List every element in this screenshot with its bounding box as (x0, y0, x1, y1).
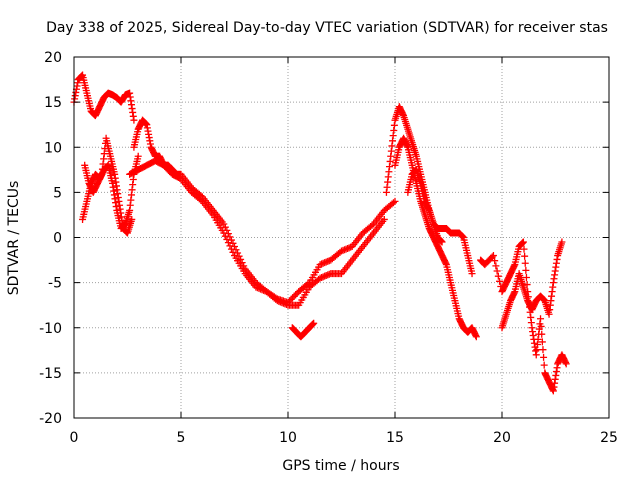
data-point (284, 298, 292, 306)
y-tick-label: -10 (39, 321, 62, 337)
data-point (519, 238, 527, 246)
x-tick-label: 10 (279, 430, 297, 446)
data-point (304, 280, 312, 288)
y-tick-label: 10 (44, 140, 62, 156)
data-point (220, 220, 228, 228)
data-point (128, 215, 136, 223)
chart-title: Day 338 of 2025, Sidereal Day-to-day VTE… (46, 20, 608, 36)
x-tick-label: 0 (70, 430, 79, 446)
data-point (493, 267, 501, 275)
x-tick-label: 15 (386, 430, 404, 446)
x-axis: 0 5 10 15 20 25 (70, 57, 618, 446)
data-point (292, 291, 300, 299)
data-point (488, 253, 496, 261)
data-point (221, 232, 229, 240)
data-point (391, 197, 399, 205)
data-point (226, 242, 234, 250)
data-point (522, 266, 530, 274)
data-point (134, 152, 142, 160)
y-axis: -20 -15 -10 -5 0 5 10 15 20 (39, 50, 609, 427)
data-point (368, 221, 376, 229)
data-point (540, 361, 548, 369)
y-axis-title: SDTVAR / TECUs (6, 181, 22, 296)
data-point (562, 360, 570, 368)
data-point (220, 229, 228, 237)
data-point (237, 255, 245, 263)
x-tick-label: 5 (177, 430, 186, 446)
y-tick-label: 15 (44, 95, 62, 111)
data-point (224, 239, 232, 247)
y-tick-label: 0 (53, 231, 62, 247)
x-axis-title: GPS time / hours (282, 458, 399, 474)
data-point (468, 270, 476, 278)
data-point (389, 199, 397, 207)
data-point (287, 295, 295, 303)
data-point (310, 319, 318, 327)
data-point (538, 330, 546, 338)
data-point (289, 294, 297, 302)
data-point (472, 333, 480, 341)
data-point (491, 257, 499, 265)
x-tick-label: 20 (493, 430, 511, 446)
data-point (558, 238, 566, 246)
y-tick-label: 5 (53, 185, 62, 201)
y-tick-label: -5 (48, 276, 62, 292)
data-point (537, 315, 545, 323)
data-point (227, 245, 235, 253)
data-point (438, 238, 446, 246)
data-point (520, 245, 528, 253)
data-point (492, 262, 500, 270)
data-point (223, 235, 231, 243)
data-point (380, 215, 388, 223)
data-points (70, 71, 570, 395)
data-point (286, 297, 294, 305)
y-tick-label: -15 (39, 366, 62, 382)
data-point (539, 346, 547, 354)
data-point (538, 338, 546, 346)
data-point (537, 322, 545, 330)
data-point (540, 353, 548, 361)
data-point (496, 277, 504, 285)
data-point (272, 294, 280, 302)
x-tick-label: 25 (600, 430, 618, 446)
data-point (489, 252, 497, 260)
data-point (521, 259, 529, 267)
y-tick-label: 20 (44, 50, 62, 66)
data-point (521, 252, 529, 260)
data-point (197, 196, 205, 204)
data-point (494, 272, 502, 280)
data-point (522, 273, 530, 281)
data-point (229, 248, 237, 256)
y-tick-label: -20 (39, 411, 62, 427)
data-point (130, 116, 138, 124)
data-point (290, 292, 298, 300)
